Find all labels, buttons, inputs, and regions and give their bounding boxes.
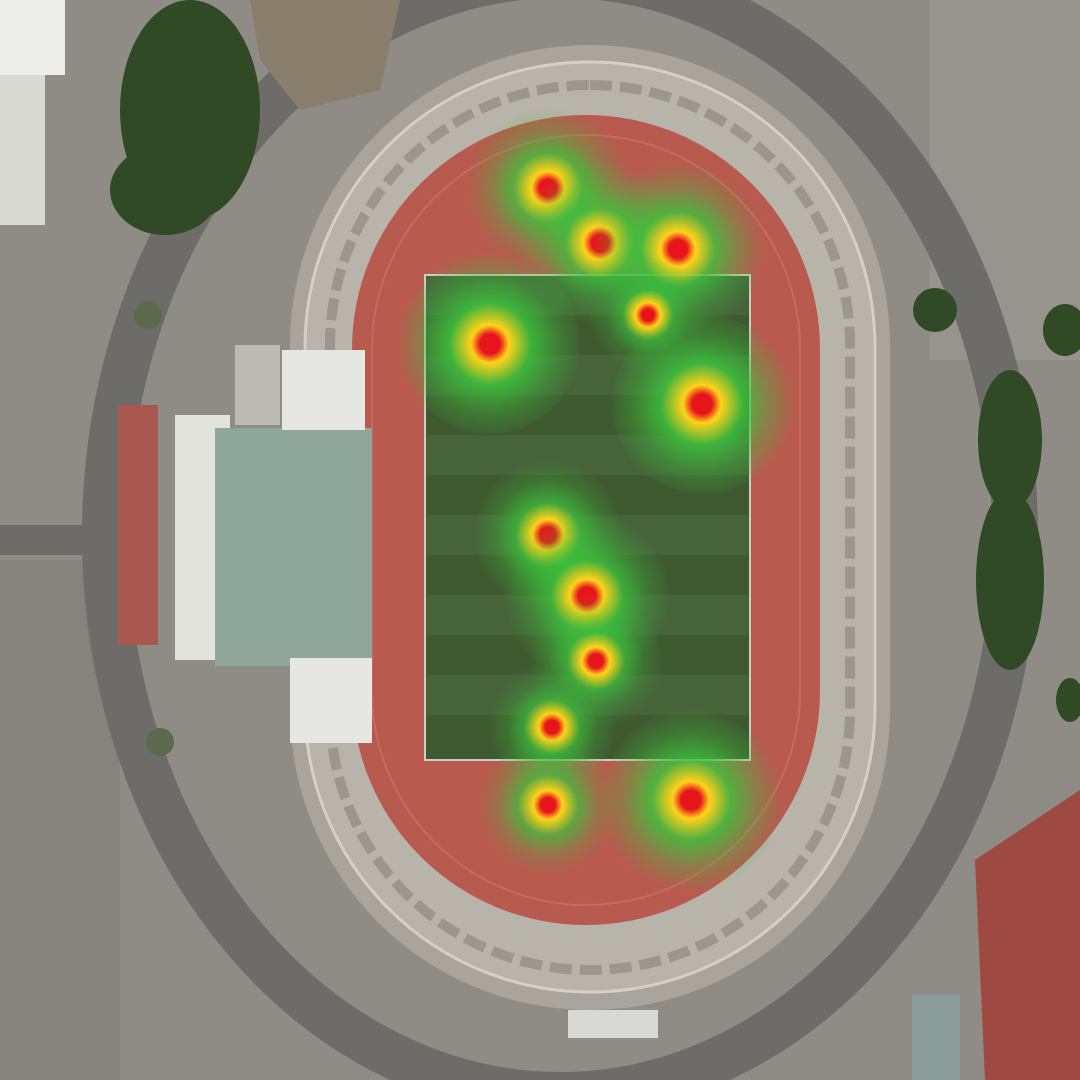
building-top-left [0,0,65,75]
south-gate [568,1010,658,1038]
building-roof-south [290,658,372,743]
roundabout-tree [134,301,162,329]
red-roof-building [975,790,1080,1080]
building-roof-green [215,428,372,666]
tree-canopy [110,0,1080,722]
building-roof-north [282,350,365,430]
planter [146,728,174,756]
shed-roof [912,995,960,1080]
building-annex [235,345,280,425]
building-left [0,75,45,225]
red-roof-strip [118,405,158,645]
dirt-patch [250,0,400,110]
